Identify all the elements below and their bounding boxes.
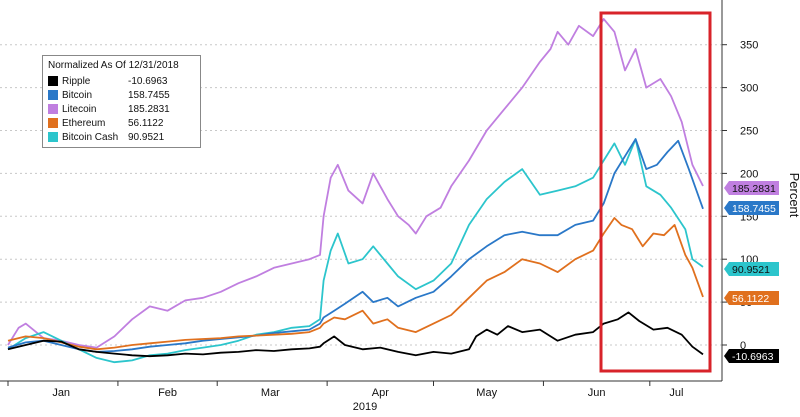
end-label-value: 56.1122 (732, 293, 769, 305)
end-value-labels: 185.2831 158.7455 90.9521 56.1122 -10.6963 (724, 181, 779, 363)
end-label-value: 185.2831 (732, 183, 776, 195)
legend-series-name: Ripple (62, 75, 91, 87)
year-label: 2019 (353, 401, 377, 413)
x-tick-labels: Jan Feb Mar Apr May Jun Jul (52, 387, 683, 399)
legend-item: Bitcoin 158.7455 (48, 88, 195, 102)
legend-series-value: -10.6963 (128, 75, 168, 87)
x-tick-label: Jul (669, 387, 683, 399)
end-label-value: 90.9521 (732, 264, 770, 276)
end-label-tag (724, 262, 779, 276)
legend-swatch (48, 76, 58, 86)
legend-series-name: Litecoin (62, 103, 97, 115)
end-label-value: -10.6963 (732, 351, 774, 363)
legend-series-name: Ethereum (62, 117, 106, 129)
x-tick-label: Jun (588, 387, 606, 399)
y-tick-label: 0 (740, 340, 746, 352)
legend-series-value: 56.1122 (128, 117, 164, 129)
x-tick-label: May (476, 387, 497, 399)
legend-item: Ripple -10.6963 (48, 74, 195, 88)
legend-item: Ethereum 56.1122 (48, 116, 195, 130)
series-line-litecoin (7, 18, 704, 349)
series-line-bitcoin-cash (7, 138, 704, 364)
y-tick-label: 350 (740, 40, 758, 52)
legend-item: Bitcoin Cash 90.9521 (48, 130, 195, 144)
legend-series-value: 185.2831 (128, 103, 170, 115)
highlight-box (599, 11, 712, 373)
y-tick-label: 250 (740, 126, 758, 138)
legend-title: Normalized As Of 12/31/2018 (48, 60, 179, 71)
legend-swatch (48, 132, 58, 142)
y-tick-label: 200 (740, 168, 758, 180)
legend-swatch (48, 118, 58, 128)
end-label-tag (724, 201, 779, 215)
y-tick-labels: 050100150200250300350 (740, 40, 758, 352)
series-lines (7, 18, 704, 364)
legend-series-value: 158.7455 (128, 89, 170, 101)
x-tick-label: Mar (261, 387, 280, 399)
legend-swatch (48, 90, 58, 100)
end-label-tag (724, 181, 779, 195)
end-label-tag (724, 349, 779, 363)
y-tick-label: 300 (740, 83, 758, 95)
legend-swatch (48, 104, 58, 114)
legend-series-name: Bitcoin (62, 89, 93, 101)
legend-item: Litecoin 185.2831 (48, 102, 195, 116)
series-line-ethereum (7, 217, 704, 351)
legend-series-value: 90.9521 (128, 131, 165, 143)
x-tick-label: Feb (158, 387, 177, 399)
series-line-bitcoin (7, 138, 704, 353)
x-tick-label: Jan (52, 387, 70, 399)
x-tick-label: Apr (372, 387, 389, 399)
y-axis-label: Percent (787, 173, 800, 218)
legend-series-name: Bitcoin Cash (62, 131, 119, 143)
end-label-tag (724, 291, 779, 305)
series-line-ripple (7, 311, 704, 358)
legend: Normalized As Of 12/31/2018 Ripple -10.6… (42, 55, 201, 148)
end-label-value: 158.7455 (732, 203, 776, 215)
